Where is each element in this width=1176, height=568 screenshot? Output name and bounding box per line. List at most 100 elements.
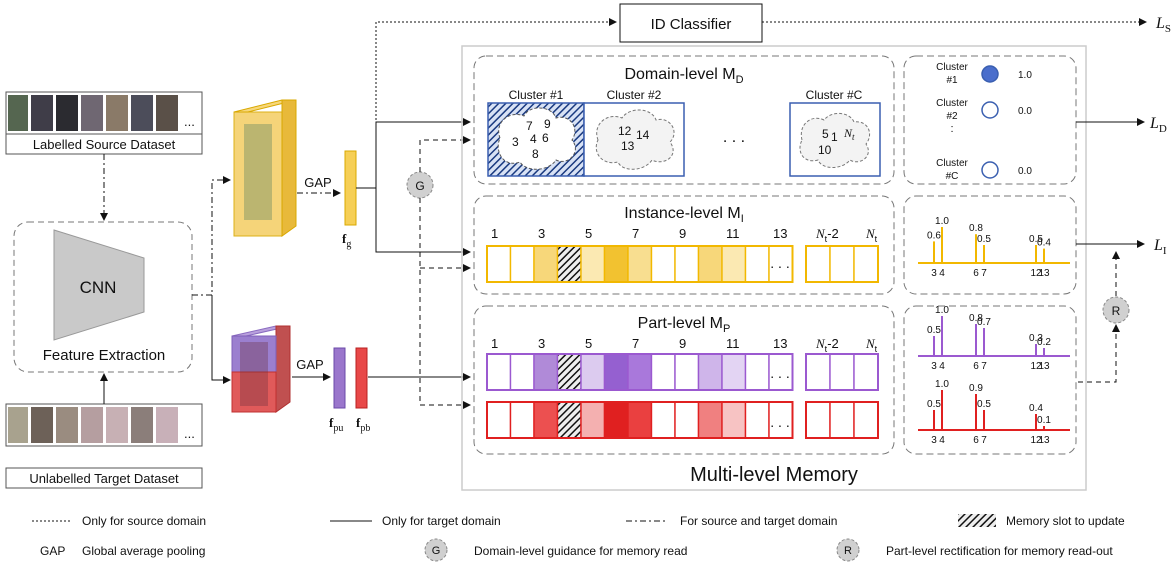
slot-index: 7 xyxy=(632,226,639,241)
instance-score-panel xyxy=(903,195,1077,295)
fg-label: fg xyxy=(342,231,351,250)
slot-index: 5 xyxy=(585,226,592,241)
part-upper-slot xyxy=(603,353,629,391)
fg-to-instance-arrow xyxy=(375,188,471,256)
cluster-prob-label: Cluster xyxy=(936,98,968,109)
part-lower-memory-slots xyxy=(486,401,879,439)
instance-score-chart: 0.6 3 1.0 4 0.8 6 0.5 7 0.5 12 0.4 13 xyxy=(918,216,1070,279)
instance-slot xyxy=(580,245,606,283)
cluster-prob-dot xyxy=(981,101,999,119)
score-value: 1.0 xyxy=(935,379,949,390)
r-marker-label: R xyxy=(1112,304,1121,318)
instance-slot xyxy=(603,245,629,283)
instance-slot xyxy=(805,245,831,283)
feature-extraction-label: Feature Extraction xyxy=(43,347,166,364)
slot-index-nt-2: Nt-2 xyxy=(815,226,839,244)
part-lower-slot-outline xyxy=(805,401,879,439)
score-value: 0.8 xyxy=(969,223,983,234)
cluster-prob-value: 0.0 xyxy=(1018,106,1032,117)
legend: Only for source domain Only for target d… xyxy=(32,514,1125,562)
part-lower-slot xyxy=(829,401,855,439)
legend-hatch-text: Memory slot to update xyxy=(1006,514,1125,528)
li-label: LI xyxy=(1153,237,1167,257)
part-upper-score-chart: 0.5 3 1.0 4 0.8 6 0.7 7 0.3 12 0.2 13 xyxy=(918,305,1070,372)
cluster-1-num-4: 4 xyxy=(530,132,537,146)
slot-index: 7 xyxy=(632,336,639,351)
part-upper-slot xyxy=(829,353,855,391)
score-slot: 12 xyxy=(1030,361,1042,372)
score-slot: 7 xyxy=(981,268,987,279)
multi-level-memory-frame xyxy=(461,45,1087,491)
cluster-c-label: Cluster #C xyxy=(806,88,863,102)
target-ellipsis: ... xyxy=(184,426,195,441)
cnn-to-part-arrow xyxy=(211,295,231,384)
instance-slot xyxy=(627,245,653,283)
slot-index: 3 xyxy=(538,226,545,241)
part-upper-slot-outline xyxy=(805,353,879,391)
score-value: 0.5 xyxy=(977,234,991,245)
instance-slot xyxy=(533,245,559,283)
part-lower-slot xyxy=(580,401,606,439)
slot-index: 3 xyxy=(538,336,545,351)
cluster-2-num-13: 13 xyxy=(621,139,635,153)
instance-dots: . . . xyxy=(770,255,789,271)
part-upper-slot xyxy=(721,353,747,391)
slot-index: 9 xyxy=(679,336,686,351)
cluster-prob-list: Cluster #1 1.0 Cluster #2 0.0 Cluster #C 0.0 xyxy=(936,62,1032,182)
slot-index-nt: Nt xyxy=(865,336,878,354)
id-classifier-label: ID Classifier xyxy=(651,16,732,33)
slot-index: 13 xyxy=(773,336,787,351)
r-marker xyxy=(1102,296,1130,324)
score-value: 0.1 xyxy=(1037,415,1051,426)
part-lower-slot xyxy=(697,401,723,439)
part-lower-slot xyxy=(853,401,879,439)
score-slot: 4 xyxy=(939,268,945,279)
part-slot-indices: 1 3 5 7 9 11 13 Nt-2 Nt xyxy=(491,336,878,354)
cluster-1-num-3: 3 xyxy=(512,135,519,149)
instance-level-title: Instance-level MI xyxy=(624,205,744,225)
legend-gap-desc: Global average pooling xyxy=(82,544,205,558)
multi-level-memory-title: Multi-level Memory xyxy=(690,464,858,486)
instance-slot xyxy=(486,245,512,283)
legend-gap-key: GAP xyxy=(40,544,65,558)
part-level-title: Part-level MP xyxy=(638,315,731,335)
cluster-2-label: Cluster #2 xyxy=(607,88,662,102)
legend-g-icon xyxy=(424,538,448,562)
part-upper-slot xyxy=(805,353,831,391)
part-level-box xyxy=(473,305,895,455)
cluster-vertical-dots: : xyxy=(950,123,953,135)
part-lower-slot xyxy=(805,401,831,439)
part-upper-slot xyxy=(674,353,700,391)
part-feature-map xyxy=(231,325,291,413)
cluster-prob-label: Cluster xyxy=(936,62,968,73)
ls-label: LS xyxy=(1155,15,1171,35)
cnn-to-global-arrow xyxy=(192,176,231,296)
part-lower-slot xyxy=(674,401,700,439)
id-classifier-box xyxy=(619,3,763,43)
cluster-c-num-5: 5 xyxy=(822,127,829,141)
part-upper-slot-outline xyxy=(486,353,794,391)
part-lower-slot xyxy=(744,401,770,439)
score-slot: 3 xyxy=(931,268,937,279)
instance-slot xyxy=(744,245,770,283)
slot-index: 9 xyxy=(679,226,686,241)
cluster-1-num-7: 7 xyxy=(526,119,533,133)
score-slot: 4 xyxy=(939,361,945,372)
cluster-prob-value: 0.0 xyxy=(1018,166,1032,177)
score-slot: 6 xyxy=(973,361,979,372)
legend-dotted-text: Only for source domain xyxy=(82,514,206,528)
legend-hatch-swatch xyxy=(958,514,996,527)
slot-index-nt: Nt xyxy=(865,226,878,244)
g-marker-label: G xyxy=(415,179,424,193)
cluster-1-label: Cluster #1 xyxy=(509,88,564,102)
score-slot: 3 xyxy=(931,361,937,372)
instance-slot xyxy=(650,245,676,283)
score-value: 0.9 xyxy=(969,383,983,394)
score-value: 0.5 xyxy=(927,399,941,410)
fpu-label: fpu xyxy=(329,415,343,434)
fpb-label: fpb xyxy=(356,415,370,434)
instance-slot xyxy=(509,245,535,283)
cluster-prob-panel xyxy=(903,55,1077,185)
part-lower-slot xyxy=(721,401,747,439)
score-value: 0.3 xyxy=(1029,333,1043,344)
